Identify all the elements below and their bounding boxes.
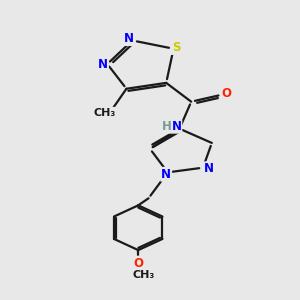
Text: O: O	[133, 256, 143, 270]
Text: O: O	[222, 87, 232, 100]
Text: H: H	[162, 120, 172, 134]
Text: N: N	[204, 162, 214, 175]
Text: N: N	[172, 120, 182, 134]
Text: CH₃: CH₃	[132, 270, 154, 280]
Text: N: N	[98, 58, 108, 70]
Text: CH₃: CH₃	[93, 108, 116, 118]
Text: S: S	[172, 41, 180, 54]
Text: N: N	[124, 32, 134, 45]
Text: N: N	[161, 168, 171, 181]
